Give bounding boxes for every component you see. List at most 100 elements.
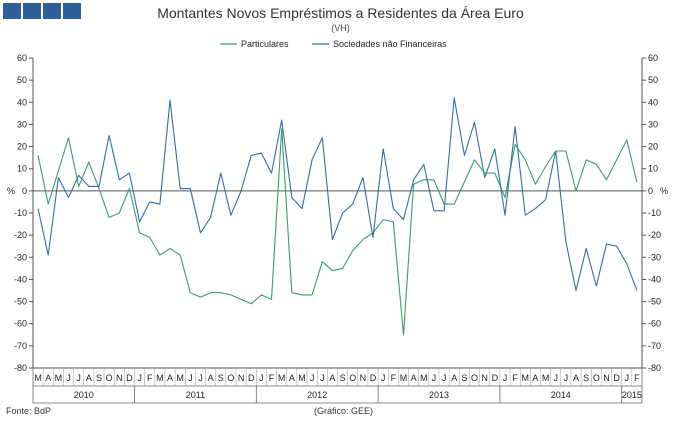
legend-label-sociedades-nao-financeiras: Sociedades não Financeiras	[333, 39, 447, 49]
x-tick-label-year: 2011	[186, 390, 205, 400]
x-tick-label-month: M	[542, 373, 550, 383]
y-tick-label-right: -40	[648, 274, 661, 284]
x-tick-label-month: D	[248, 373, 255, 383]
x-tick-label-month: F	[269, 373, 275, 383]
y-tick-label-left: -20	[14, 230, 27, 240]
x-tick-label-month: J	[503, 373, 508, 383]
x-tick-label-month: A	[86, 373, 92, 383]
x-tick-label-month: M	[176, 373, 184, 383]
x-tick-label-month: A	[167, 373, 173, 383]
x-tick-label-month: O	[593, 373, 600, 383]
series-line-sociedades-nao-financeiras	[37, 97, 638, 292]
y-tick-label-left: -10	[14, 208, 27, 218]
x-tick-label-month: J	[564, 373, 569, 383]
y-tick-label-right: 60	[648, 53, 658, 63]
x-tick-label-month: S	[96, 373, 102, 383]
y-tick-label-right: 40	[648, 97, 658, 107]
x-tick-label-month: M	[278, 373, 286, 383]
y-tick-label-left: 60	[17, 53, 27, 63]
chart-subtitle: (VH)	[331, 23, 350, 33]
x-tick-label-month: N	[360, 373, 367, 383]
x-tick-label-month: N	[603, 373, 610, 383]
x-tick-label-month: D	[126, 373, 133, 383]
source-note: Fonte: BdP	[6, 406, 52, 416]
x-tick-label-month: J	[66, 373, 71, 383]
logo-square	[23, 3, 41, 19]
x-tick-label-month: J	[381, 373, 386, 383]
y-tick-label-right: -60	[648, 319, 661, 329]
x-tick-label-month: M	[34, 373, 42, 383]
y-tick-label-right: 30	[648, 119, 658, 129]
x-tick-label-month: A	[451, 373, 457, 383]
y-tick-label-right: -30	[648, 252, 661, 262]
x-tick-label-month: A	[573, 373, 579, 383]
credit-note: (Gráfico: GEE)	[314, 406, 374, 416]
y-tick-label-right: -80	[648, 363, 661, 373]
y-tick-label-left: 50	[17, 75, 27, 85]
x-tick-label-year: 2014	[551, 390, 571, 400]
x-tick-label-month: M	[420, 373, 428, 383]
x-tick-label-month: N	[238, 373, 245, 383]
x-tick-label-month: M	[55, 373, 63, 383]
y-tick-label-left: -60	[14, 319, 27, 329]
x-tick-label-month: J	[625, 373, 630, 383]
chart-title: Montantes Novos Empréstimos a Residentes…	[157, 5, 524, 21]
x-tick-label-month: O	[349, 373, 356, 383]
logo-square	[43, 3, 61, 19]
x-tick-label-year: 2012	[307, 390, 327, 400]
x-tick-label-month: F	[512, 373, 518, 383]
legend-label-particulares: Particulares	[241, 39, 289, 49]
series-line-particulares	[37, 128, 638, 336]
x-tick-label-month: F	[391, 373, 397, 383]
x-tick-label-year: 2013	[429, 390, 449, 400]
x-tick-label-month: J	[432, 373, 437, 383]
x-tick-label-month: A	[208, 373, 214, 383]
x-tick-label-month: A	[45, 373, 51, 383]
y-tick-label-left: -40	[14, 274, 27, 284]
y-tick-label-right: 0	[648, 186, 653, 196]
y-tick-label-left: -50	[14, 297, 27, 307]
y-tick-label-right: -70	[648, 341, 661, 351]
x-tick-label-month: A	[289, 373, 295, 383]
y-tick-label-left: 0	[22, 186, 27, 196]
x-tick-label-month: D	[613, 373, 620, 383]
x-tick-label-month: D	[492, 373, 499, 383]
x-tick-label-month: J	[320, 373, 325, 383]
x-tick-label-month: A	[532, 373, 538, 383]
logo-square	[63, 3, 81, 19]
y-tick-label-left: -30	[14, 252, 27, 262]
y-tick-label-right: 20	[648, 142, 658, 152]
x-tick-label-month: J	[188, 373, 193, 383]
x-tick-label-month: F	[147, 373, 153, 383]
x-tick-label-month: J	[310, 373, 315, 383]
x-tick-label-month: J	[198, 373, 203, 383]
y-tick-label-left: -70	[14, 341, 27, 351]
y-tick-label-right: -20	[648, 230, 661, 240]
y-axis-unit-right: %	[660, 186, 668, 196]
x-tick-label-month: A	[329, 373, 335, 383]
y-axis-unit-left: %	[7, 186, 15, 196]
x-tick-label-month: J	[259, 373, 264, 383]
y-tick-label-right: -10	[648, 208, 661, 218]
bdp-logo	[3, 3, 81, 19]
x-tick-label-month: S	[461, 373, 467, 383]
y-tick-label-left: 30	[17, 119, 27, 129]
x-tick-label-month: J	[553, 373, 558, 383]
x-tick-label-month: J	[137, 373, 142, 383]
x-tick-label-month: O	[106, 373, 113, 383]
x-tick-label-month: S	[218, 373, 224, 383]
x-tick-label-month: D	[370, 373, 377, 383]
y-tick-label-left: -80	[14, 363, 27, 373]
x-tick-label-month: N	[481, 373, 488, 383]
x-tick-label-month: M	[400, 373, 408, 383]
x-tick-label-month: O	[227, 373, 234, 383]
y-tick-label-left: 10	[17, 164, 27, 174]
logo-square	[3, 3, 21, 19]
x-tick-label-year: 2010	[74, 390, 94, 400]
x-tick-label-month: J	[76, 373, 81, 383]
x-tick-label-month: M	[298, 373, 306, 383]
x-tick-label-month: F	[634, 373, 640, 383]
x-tick-label-month: M	[156, 373, 164, 383]
x-tick-label-month: M	[522, 373, 530, 383]
y-tick-label-left: 20	[17, 142, 27, 152]
